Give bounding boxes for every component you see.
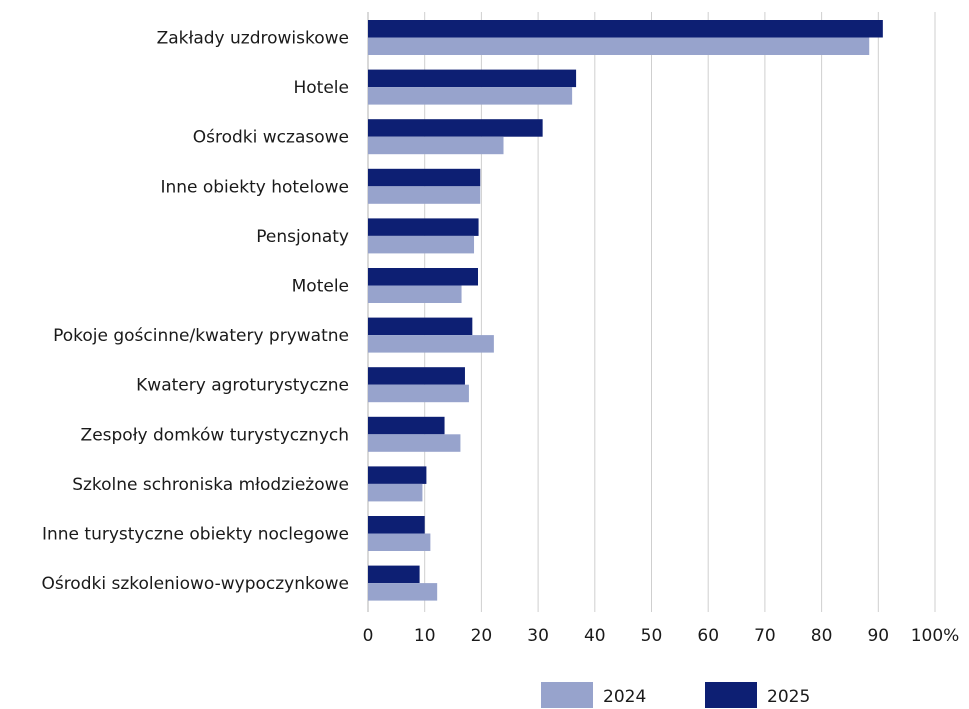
bar-2025-9 — [368, 416, 445, 435]
bar-2024-1 — [368, 37, 870, 55]
bar-2025-2 — [368, 69, 577, 88]
bars — [368, 20, 883, 601]
bar-2025-6 — [368, 268, 478, 286]
x-tick-label: 10 — [414, 626, 436, 646]
bar-2024-12 — [368, 583, 438, 601]
x-tick-label: 100% — [911, 626, 960, 646]
bar-2025-7 — [368, 317, 473, 336]
bar-2025-8 — [368, 367, 465, 385]
bar-2024-3 — [368, 136, 504, 155]
bar-2025-11 — [368, 516, 425, 534]
category-label: Zakłady uzdrowiskowe — [157, 29, 349, 49]
bar-2024-4 — [368, 186, 481, 204]
x-tick-label: 60 — [697, 626, 719, 646]
bar-2024-6 — [368, 285, 462, 303]
bar-2025-1 — [368, 20, 883, 38]
category-label: Ośrodki wczasowe — [193, 128, 349, 148]
bar-2025-4 — [368, 168, 481, 187]
legend-swatch-2024 — [541, 682, 593, 708]
bar-2024-2 — [368, 87, 573, 105]
bar-2025-3 — [368, 119, 543, 137]
legend-label: 2024 — [603, 687, 646, 707]
bar-2024-5 — [368, 235, 475, 254]
legend: 2024 2025 — [541, 682, 810, 708]
grid-lines — [367, 12, 936, 612]
category-label: Inne turystyczne obiekty noclegowe — [42, 525, 349, 545]
x-tick-label: 30 — [527, 626, 549, 646]
category-label: Hotele — [294, 78, 350, 98]
category-label: Motele — [292, 277, 349, 297]
category-label: Szkolne schroniska młodzieżowe — [72, 475, 349, 495]
bar-2024-7 — [368, 335, 494, 353]
bar-2025-10 — [368, 466, 427, 484]
legend-swatch-2025 — [705, 682, 757, 708]
x-tick-label: 0 — [363, 626, 374, 646]
bar-2024-10 — [368, 483, 423, 502]
category-label: Zespoły domków turystycznych — [81, 425, 349, 445]
x-tick-label: 80 — [811, 626, 833, 646]
category-label: Pokoje gościnne/kwatery prywatne — [53, 326, 349, 346]
bar-2025-5 — [368, 218, 479, 236]
category-label: Kwatery agroturystyczne — [136, 376, 349, 396]
category-labels: Zakłady uzdrowiskowe Hotele Ośrodki wczaso… — [41, 29, 349, 595]
bar-2024-8 — [368, 384, 469, 403]
category-label: Ośrodki szkoleniowo-wypoczynkowe — [41, 574, 349, 594]
x-tick-label: 50 — [641, 626, 663, 646]
x-tick-label: 70 — [754, 626, 776, 646]
category-label: Inne obiekty hotelowe — [160, 177, 349, 197]
x-tick-label: 40 — [584, 626, 606, 646]
x-tick-label: 20 — [471, 626, 493, 646]
bar-2024-9 — [368, 434, 461, 452]
x-tick-label: 90 — [867, 626, 889, 646]
bar-2025-12 — [368, 565, 420, 584]
legend-label: 2025 — [767, 687, 810, 707]
bar-2024-11 — [368, 533, 431, 551]
category-label: Pensjonaty — [256, 227, 349, 247]
x-tick-labels: 0 10 20 30 40 50 60 70 80 90 100% — [363, 626, 960, 646]
